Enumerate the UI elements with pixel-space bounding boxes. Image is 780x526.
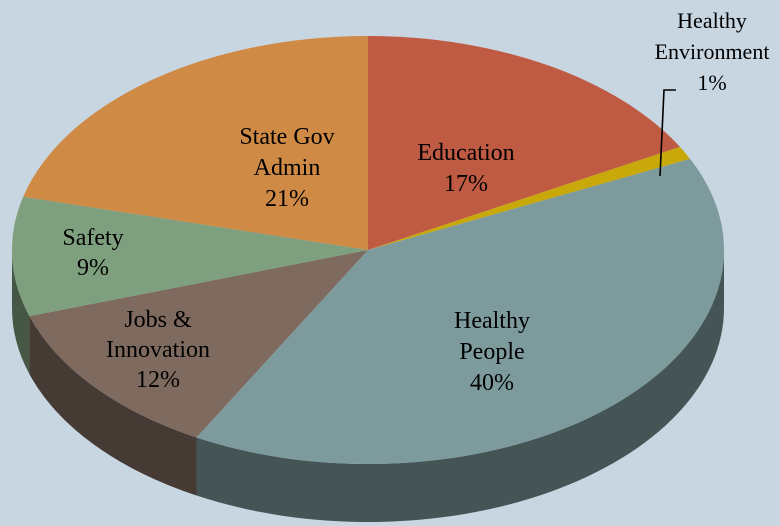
data-label-education: Education 17% [417, 140, 514, 197]
pie-side-jobs-innovation [29, 316, 197, 496]
data-label-line: 9% [77, 255, 109, 281]
pie-slice-state-gov-admin [23, 36, 369, 250]
pie-sides [12, 250, 724, 522]
pie-labels: Education 17% Healthy Environment 1% Healthy P… [62, 8, 769, 396]
data-label-line: State Gov [239, 124, 334, 150]
data-label-line: 21% [265, 186, 309, 212]
data-label-line: Jobs & [124, 307, 192, 333]
data-label-line: Environment [655, 39, 770, 64]
leader-line [659, 89, 676, 177]
data-label-line: Safety [62, 225, 123, 251]
data-label-healthy-people: Healthy People 40% [454, 308, 530, 396]
data-label-line: 12% [136, 367, 180, 393]
data-label-jobs-innovation: Jobs & Innovation 12% [106, 307, 210, 393]
data-label-line: Education [417, 140, 514, 166]
pie-slice-healthy-people [196, 158, 724, 464]
pie-slice-healthy-environment [368, 146, 691, 250]
pie-slice-education [368, 36, 680, 250]
data-label-state-gov-admin: State Gov Admin 21% [239, 124, 334, 212]
data-label-line: Admin [254, 155, 321, 181]
data-label-line: Healthy [454, 308, 530, 334]
data-label-safety: Safety 9% [62, 225, 123, 281]
data-label-line: People [459, 339, 524, 365]
data-label-healthy-environment: Healthy Environment 1% [655, 8, 770, 95]
data-label-line: Healthy [677, 8, 747, 33]
pie-tops [11, 36, 724, 464]
pie-side-safety [12, 250, 30, 375]
data-label-line: 1% [697, 70, 726, 95]
pie-slice-safety [11, 196, 368, 317]
pie-slice-jobs-innovation [29, 250, 368, 438]
data-label-line: 17% [444, 171, 488, 197]
data-label-line: Innovation [106, 337, 210, 363]
pie-side-healthy-people [196, 250, 724, 522]
data-label-line: 40% [470, 370, 514, 396]
